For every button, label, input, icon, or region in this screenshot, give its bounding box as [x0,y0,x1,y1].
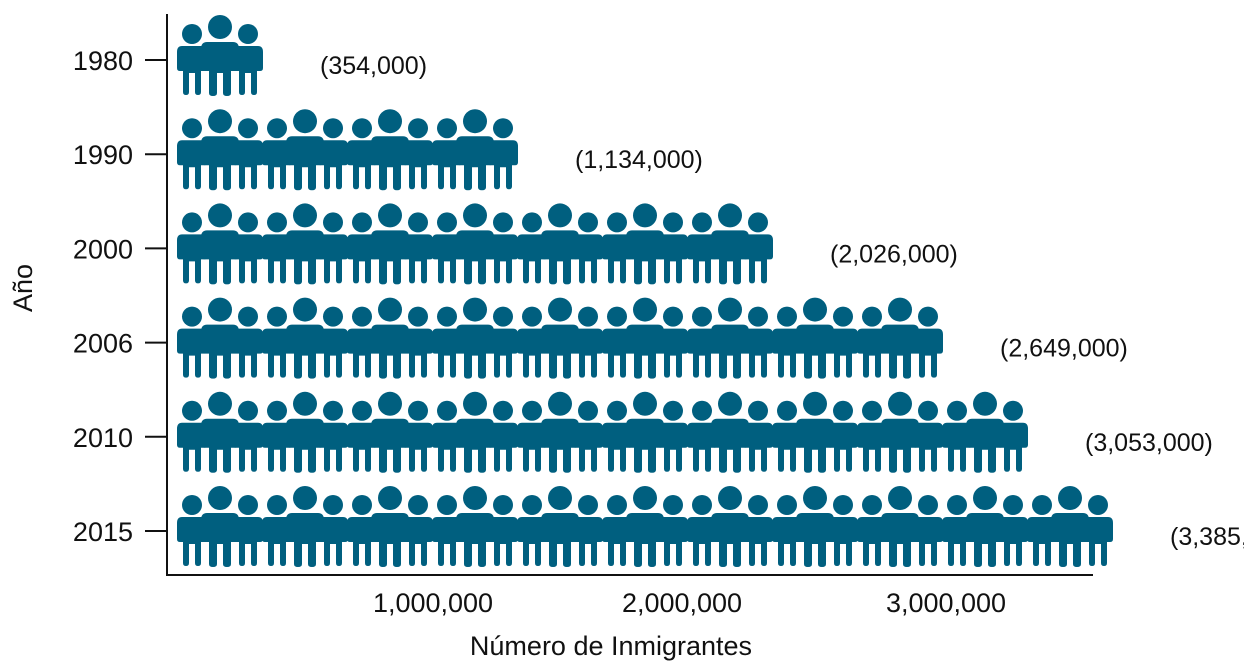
people-group-icon [177,109,263,190]
pictograph-row [177,486,1113,567]
people-group-icon [347,109,433,190]
y-tick-label: 2000 [73,234,133,264]
y-tick-label: 2015 [73,517,133,547]
pictograph-row [177,15,263,96]
people-group-icon [517,203,603,284]
people-group-icon [432,109,518,190]
people-group-icon [687,486,773,567]
people-group-icon [177,392,263,473]
people-group-icon [772,298,858,379]
people-group-icon [602,486,688,567]
pictograph-rows: (354,000) (1,134,000) (2,026,000) (2,649,00… [177,15,1244,567]
people-group-icon [262,486,348,567]
people-group-icon [262,203,348,284]
people-group-icon [942,392,1028,473]
pictograph-row [177,392,1028,473]
people-group-icon [1027,486,1113,567]
y-tick-label: 1990 [73,140,133,170]
y-tick-label: 1980 [73,46,133,76]
people-group-icon [602,298,688,379]
people-group-icon [432,392,518,473]
people-group-icon [602,203,688,284]
x-tick-label: 2,000,000 [622,588,742,618]
people-group-icon [432,298,518,379]
pictograph-row [177,109,518,190]
x-axis-ticks: 1,000,000 2,000,000 3,000,000 [373,588,1006,618]
people-group-icon [687,392,773,473]
people-group-icon [942,486,1028,567]
y-tick-label: 2006 [73,329,133,359]
pictograph-row [177,298,943,379]
people-group-icon [687,298,773,379]
people-group-icon [517,486,603,567]
value-label: (2,649,000) [1000,335,1128,363]
people-group-icon [857,298,943,379]
people-group-icon [262,392,348,473]
value-label: (1,134,000) [575,146,703,174]
y-axis-title: Año [8,264,38,312]
people-group-icon [517,392,603,473]
people-group-icon [177,15,263,96]
value-label: (3,385,000) [1170,523,1244,551]
people-group-icon [772,392,858,473]
x-axis-title: Número de Inmigrantes [470,631,752,661]
people-group-icon [177,298,263,379]
people-group-icon [432,203,518,284]
value-label: (354,000) [320,52,427,80]
people-group-icon [347,298,433,379]
y-axis-ticks: 1980 1990 2000 2006 2010 2015 [73,46,167,547]
people-group-icon [347,392,433,473]
people-group-icon [262,109,348,190]
x-tick-label: 1,000,000 [373,588,493,618]
people-group-icon [517,298,603,379]
people-group-icon [347,203,433,284]
value-label: (2,026,000) [830,240,958,268]
pictograph-row [177,203,773,284]
x-tick-label: 3,000,000 [886,588,1006,618]
people-group-icon [772,486,858,567]
people-group-icon [177,203,263,284]
people-group-icon [347,486,433,567]
people-group-icon [857,392,943,473]
value-label: (3,053,000) [1085,429,1213,457]
people-group-icon [432,486,518,567]
people-group-icon [177,486,263,567]
people-group-icon [602,392,688,473]
people-group-icon [262,298,348,379]
people-group-icon [687,203,773,284]
people-group-icon [857,486,943,567]
y-tick-label: 2010 [73,423,133,453]
